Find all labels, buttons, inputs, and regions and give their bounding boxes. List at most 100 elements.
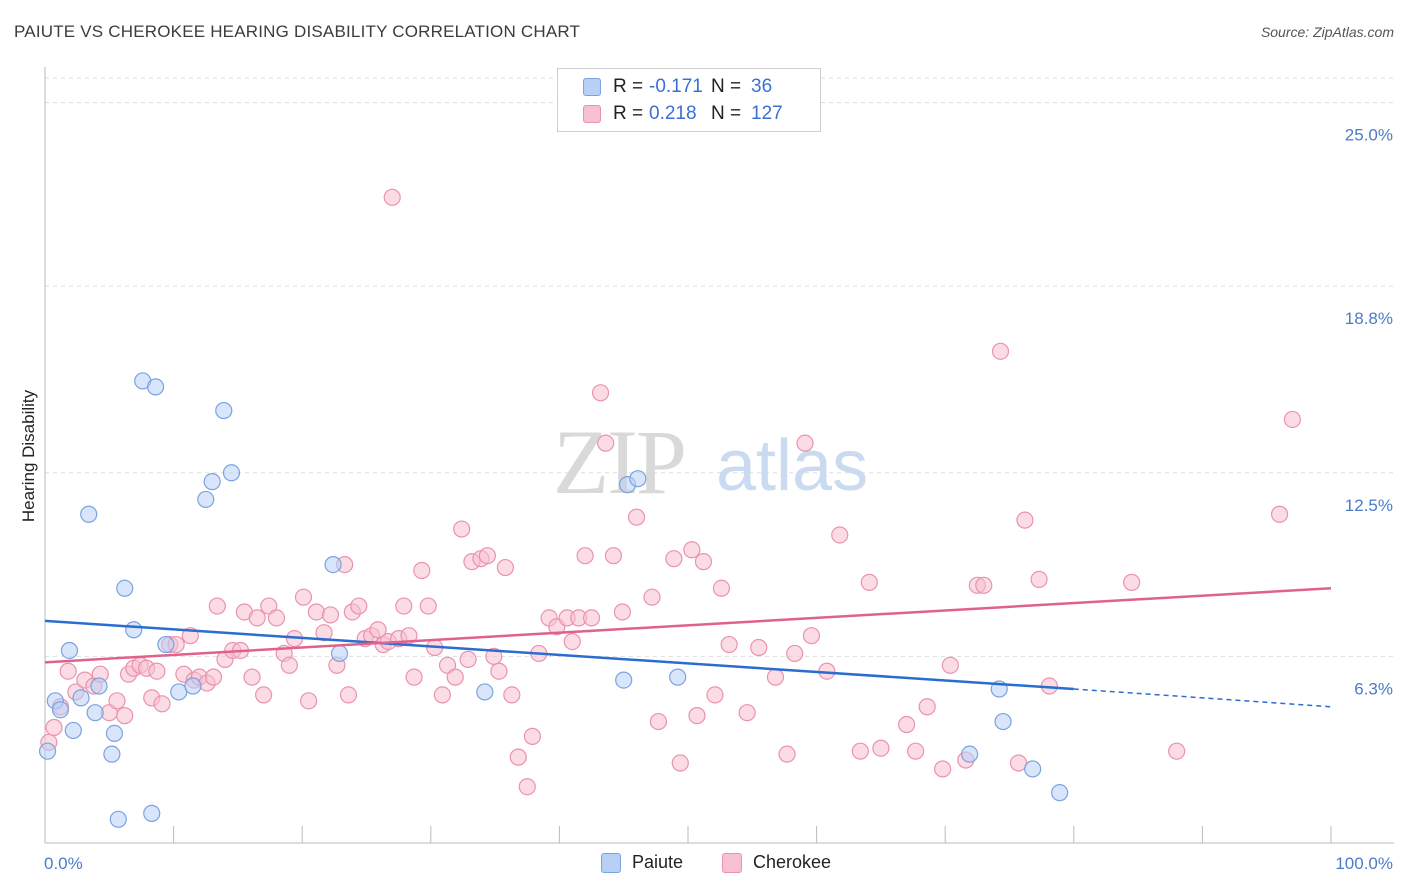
legend-r-label: R = xyxy=(613,76,644,97)
cherokee-point xyxy=(503,686,521,704)
cherokee-point xyxy=(604,547,623,565)
cherokee-point xyxy=(280,656,298,674)
cherokee-point xyxy=(243,668,261,686)
cherokee-point xyxy=(446,668,464,686)
paiute-point xyxy=(64,721,82,740)
cherokee-point xyxy=(260,597,278,615)
x-tick-label: 100.0% xyxy=(1335,854,1393,873)
legend-item-paiute: Paiute xyxy=(601,852,683,873)
cherokee-point xyxy=(433,686,451,704)
cherokee-point xyxy=(509,748,527,766)
paiute-point xyxy=(615,671,633,689)
paiute-trend-line xyxy=(44,619,1074,691)
cherokee-point xyxy=(294,588,313,606)
cherokee-point xyxy=(453,520,471,538)
stats-legend: R = -0.171 N = 36 R = 0.218 N = 127 xyxy=(557,68,821,132)
legend-n-value: 127 xyxy=(751,103,783,124)
y-tick-label: 18.8% xyxy=(1345,309,1393,328)
legend-item-cherokee: Cherokee xyxy=(722,852,831,873)
cherokee-point xyxy=(383,188,401,206)
cherokee-point xyxy=(941,656,959,674)
paiute-point xyxy=(157,635,175,654)
paiute-point xyxy=(143,804,161,822)
legend-n-label: N = xyxy=(711,76,742,97)
cherokee-point xyxy=(1270,505,1289,523)
paiute-point xyxy=(330,644,349,663)
paiute-point xyxy=(1024,760,1042,778)
cherokee-point xyxy=(255,686,273,704)
label-layer: 6.3% 12.5% 18.8% 25.0% 0.0% 100.0% xyxy=(44,126,1393,873)
paiute-point xyxy=(222,464,241,482)
cherokee-point xyxy=(665,550,683,568)
cherokee-point xyxy=(720,635,738,654)
y-axis-title: Hearing Disability xyxy=(19,389,38,522)
cherokee-point xyxy=(108,692,126,710)
legend-label-paiute: Paiute xyxy=(632,852,684,872)
cherokee-point xyxy=(153,695,171,713)
cherokee-point xyxy=(712,579,731,597)
cherokee-point xyxy=(591,384,610,402)
cherokee-point xyxy=(395,597,413,615)
paiute-point xyxy=(38,742,57,760)
cherokee-point xyxy=(1283,410,1302,429)
cherokee-point xyxy=(683,541,701,559)
cherokee-point xyxy=(59,662,77,680)
cherokee-point xyxy=(459,650,477,668)
cherokee-point xyxy=(627,508,646,526)
cherokee-point xyxy=(300,692,318,710)
paiute-point xyxy=(51,701,70,719)
paiute-point xyxy=(184,677,202,695)
cherokee-point xyxy=(1030,570,1048,588)
paiute-point xyxy=(629,470,647,488)
paiute-point xyxy=(203,473,221,491)
cherokee-point xyxy=(898,715,916,734)
paiute-trend-extension xyxy=(1073,688,1332,708)
cherokee-point xyxy=(872,739,890,757)
paiute-point xyxy=(476,683,494,701)
cherokee-point xyxy=(307,603,325,621)
paiute-point xyxy=(197,490,215,509)
cherokee-point xyxy=(405,668,423,686)
cherokee-swatch xyxy=(583,105,601,123)
paiute-point xyxy=(72,689,90,707)
cherokee-point xyxy=(350,597,368,615)
cherokee-point xyxy=(248,609,266,627)
legend-n-label: N = xyxy=(711,103,742,124)
cherokee-point xyxy=(582,609,601,627)
cherokee-point xyxy=(45,718,63,737)
cherokee-point xyxy=(1016,511,1034,529)
watermark: ZIP atlas xyxy=(553,411,868,513)
axis-layer xyxy=(44,67,1394,844)
legend-row-paiute: R = -0.171 N = 36 xyxy=(583,76,772,98)
paiute-point xyxy=(103,745,121,763)
paiute-point xyxy=(1051,784,1069,802)
paiute-point xyxy=(60,641,79,660)
legend-label-cherokee: Cherokee xyxy=(753,852,832,872)
cherokee-point xyxy=(523,727,541,745)
paiute-point xyxy=(324,555,342,574)
legend-r-value: -0.171 xyxy=(649,76,703,97)
paiute-point xyxy=(116,579,134,597)
paiute-point xyxy=(146,378,165,396)
cherokee-point xyxy=(613,603,632,621)
legend-row-cherokee: R = 0.218 N = 127 xyxy=(583,103,783,125)
cherokee-point xyxy=(750,638,768,657)
paiute-point xyxy=(215,401,233,420)
y-tick-label: 12.5% xyxy=(1345,496,1393,515)
cherokee-point xyxy=(597,434,615,452)
cherokee-point xyxy=(786,644,804,663)
cherokee-point xyxy=(339,686,358,704)
cherokee-point xyxy=(738,704,756,722)
y-tick-label: 6.3% xyxy=(1354,679,1393,698)
cherokee-point xyxy=(563,632,581,651)
cherokee-point xyxy=(267,609,286,627)
paiute-point xyxy=(109,810,127,828)
cherokee-point xyxy=(643,588,661,606)
x-tick-label: 0.0% xyxy=(44,854,83,873)
chart-title: PAIUTE VS CHEROKEE HEARING DISABILITY CO… xyxy=(14,22,581,41)
grid-layer xyxy=(45,77,1394,657)
paiute-point xyxy=(994,712,1012,731)
cherokee-legend-swatch xyxy=(722,852,742,873)
y-tick-label: 25.0% xyxy=(1345,126,1393,145)
